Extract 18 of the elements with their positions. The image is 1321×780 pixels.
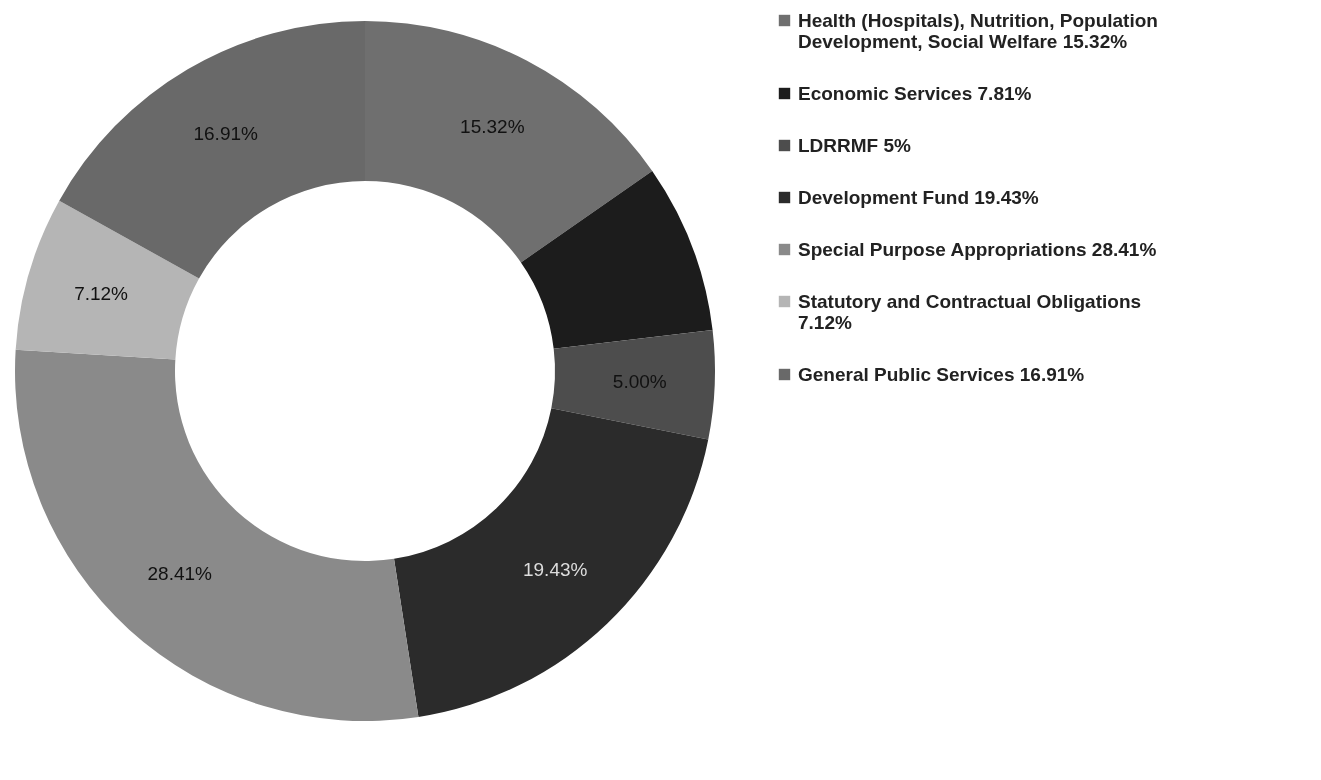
data-label: 19.43% (522, 558, 588, 580)
legend-label: Economic Services 7.81% (798, 82, 1032, 104)
donut-slice (15, 200, 200, 360)
legend-label: Health (Hospitals), Nutrition, Population Development, Social Welfare 15.32% (798, 9, 1158, 52)
legend-label: General Public Services 16.91% (798, 363, 1085, 385)
data-label: 7.12% (74, 282, 129, 304)
donut-slice (15, 349, 419, 721)
donut-slice (394, 408, 709, 717)
legend-label: LDRRMF 5% (798, 134, 912, 156)
donut-slice (551, 329, 715, 440)
legend-label: Statutory and Contractual Obligations 7.12% (798, 290, 1142, 333)
legend-label: Development Fund 19.43% (798, 186, 1039, 208)
data-label: 16.91% (193, 122, 258, 144)
donut-slice (520, 171, 713, 349)
legend-label: Special Purpose Appropriations 28.41% (798, 238, 1157, 260)
data-label: 5.00% (612, 370, 667, 392)
data-label: 15.32% (460, 116, 525, 138)
data-label: 28.41% (147, 563, 213, 585)
